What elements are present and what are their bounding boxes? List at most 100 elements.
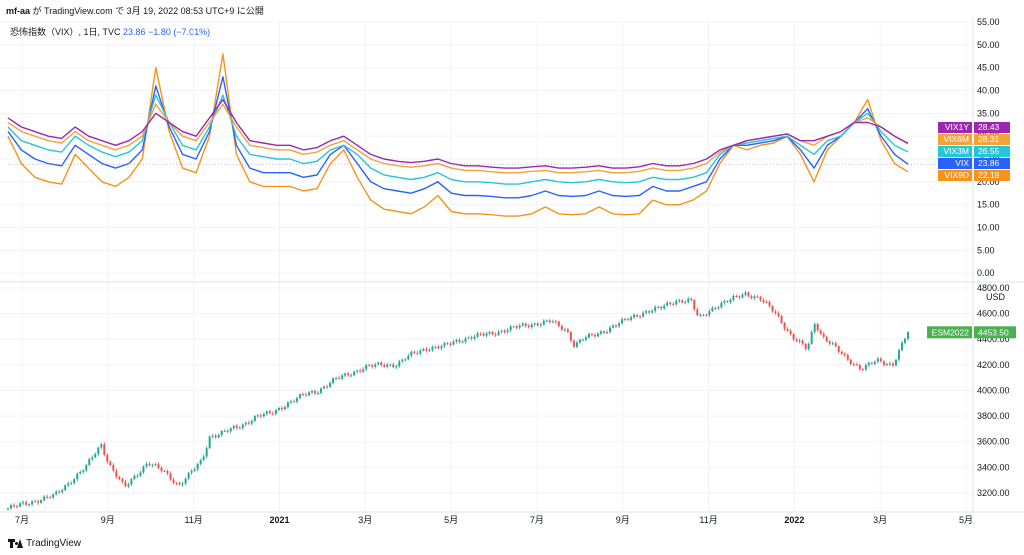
es-candle-body [684, 302, 687, 304]
es-name-tag: ESM2022 [932, 327, 970, 337]
es-candle-body [268, 411, 271, 414]
es-candle-body [148, 463, 151, 466]
es-candle-body [834, 343, 837, 347]
vix-y-tick-label: 10.00 [977, 222, 1000, 232]
es-candle-body [91, 457, 94, 460]
es-candle-body [584, 337, 587, 340]
es-candle-body [404, 359, 407, 361]
es-candle-body [566, 329, 569, 333]
es-candle-body [768, 302, 771, 307]
es-candle-body [696, 309, 699, 316]
series-name-tag-bg [938, 158, 972, 169]
es-candle-body [777, 313, 780, 317]
es-candle-body [151, 464, 154, 466]
es-candle-body [82, 470, 85, 473]
es-candle-body [386, 364, 389, 367]
es-y-tick-label: 3600.00 [977, 437, 1010, 447]
es-candle-body [672, 303, 675, 305]
vix-y-tick-label: 40.00 [977, 85, 1000, 95]
es-candle-body [223, 430, 226, 432]
es-candle-body [295, 398, 298, 402]
es-candle-body [64, 485, 67, 491]
es-candle-body [560, 326, 563, 330]
es-candle-body [723, 301, 726, 303]
es-candle-body [717, 307, 720, 309]
es-candle-body [217, 434, 220, 438]
vix-y-tick-label: 45.00 [977, 63, 1000, 73]
es-candle-body [720, 302, 723, 308]
es-candle-body [317, 392, 320, 394]
es-candle-body [639, 316, 642, 318]
author-name[interactable]: mf-aa [6, 6, 31, 16]
es-candle-body [455, 339, 458, 342]
series-name-tag-bg [938, 170, 972, 181]
es-candle-body [894, 359, 897, 366]
x-tick-label: 3月 [873, 515, 887, 525]
es-candle-body [112, 465, 115, 471]
x-tick-label: 5月 [444, 515, 458, 525]
legend-change: −1.80 (−7.01%) [148, 27, 211, 37]
es-candle-body [124, 481, 127, 487]
es-candle-body [196, 463, 199, 470]
es-candle-body [816, 324, 819, 331]
es-candle-body [756, 296, 759, 298]
x-tick-label: 11月 [699, 515, 717, 525]
es-candle-body [828, 341, 831, 344]
vix-y-tick-label: 35.00 [977, 108, 1000, 118]
es-candle-body [226, 430, 229, 432]
es-candle-body [247, 422, 250, 424]
es-candle-body [870, 362, 873, 364]
es-candle-body [636, 314, 639, 317]
es-candle-body [506, 330, 509, 333]
es-candle-body [79, 472, 82, 474]
es-candle-body [88, 459, 91, 465]
es-candle-body [533, 323, 536, 325]
series-name-tag: VIX [955, 158, 969, 168]
es-candle-body [25, 502, 28, 505]
es-y-tick-label: 4200.00 [977, 360, 1010, 370]
es-candle-body [840, 351, 843, 355]
es-value-tag-bg [974, 326, 1016, 339]
series-value-tag: 23.86 [978, 158, 1000, 168]
es-candle-body [298, 394, 301, 399]
footer[interactable]: TradingView [8, 538, 81, 549]
series-value-tag-bg [974, 170, 1010, 181]
es-candle-body [882, 361, 885, 365]
es-candle-body [732, 296, 735, 300]
es-candle-body [792, 334, 795, 340]
es-candle-body [548, 320, 551, 323]
es-candle-body [837, 346, 840, 352]
vix-lines [7, 53, 972, 217]
es-candle-body [590, 334, 593, 336]
es-candle-body [163, 470, 166, 472]
es-candle-body [97, 447, 100, 455]
es-candle-body [663, 305, 666, 309]
es-candle-body [630, 317, 633, 320]
es-candle-body [229, 428, 232, 432]
es-candle-body [422, 348, 425, 351]
es-candle-body [94, 454, 97, 458]
es-candle-body [139, 472, 142, 476]
es-candle-body [377, 362, 380, 365]
es-candle-body [750, 296, 753, 299]
es-candle-body [259, 415, 262, 417]
es-candle-body [554, 321, 557, 323]
es-candle-body [810, 332, 813, 344]
series-name-tag-bg [938, 134, 972, 145]
es-candle-body [214, 435, 217, 438]
es-candle-body [449, 343, 452, 345]
es-candle-body [648, 311, 651, 313]
es-candle-body [314, 391, 317, 394]
es-candle-body [819, 330, 822, 334]
es-candle-body [473, 336, 476, 339]
es-candle-body [428, 350, 431, 352]
es-candle-body [341, 375, 344, 379]
es-candle-body [353, 371, 356, 376]
es-candle-body [133, 475, 136, 479]
es-candle-body [169, 473, 172, 480]
es-candle-body [425, 348, 428, 351]
es-candle-body [744, 292, 747, 295]
series-value-tag-bg [974, 122, 1010, 133]
es-candle-body [368, 365, 371, 367]
